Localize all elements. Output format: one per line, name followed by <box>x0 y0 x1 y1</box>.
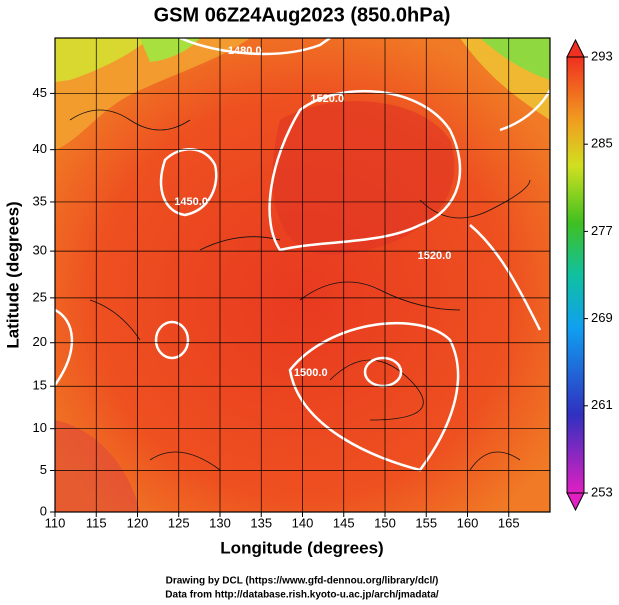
y-tick-label: 45 <box>33 85 47 100</box>
colorbar-label: 253 <box>591 484 613 499</box>
x-tick-label: 140 <box>292 515 314 530</box>
contour-labels: 1480.0 1520.0 1450.0 1520.0 1500.0 <box>174 45 451 379</box>
y-tick-label: 30 <box>33 243 47 258</box>
y-tick-label: 5 <box>40 462 47 477</box>
colorbar-label: 277 <box>591 223 613 238</box>
y-tick-label: 40 <box>33 141 47 156</box>
colorbar-label: 293 <box>591 48 613 63</box>
x-tick-label: 160 <box>457 515 479 530</box>
x-tick-label: 120 <box>127 515 149 530</box>
contour-label: 1520.0 <box>418 250 452 262</box>
colorbar-bottom <box>566 492 585 512</box>
x-tick-label: 135 <box>250 515 272 530</box>
y-tick-label: 20 <box>33 334 47 349</box>
x-tick-label: 125 <box>168 515 190 530</box>
x-tick-label: 145 <box>333 515 355 530</box>
contour-label: 1450.0 <box>174 196 208 208</box>
colorbar-top <box>566 38 585 58</box>
colorbar-label: 261 <box>591 397 613 412</box>
x-tick-label: 150 <box>374 515 396 530</box>
y-axis-label: Latitude (degrees) <box>3 201 22 348</box>
y-tick-label: 35 <box>33 193 47 208</box>
y-tick-label: 10 <box>33 420 47 435</box>
x-tick-label: 110 <box>45 515 66 530</box>
y-tick-label: 25 <box>33 289 47 304</box>
colorbar-label: 269 <box>591 310 613 325</box>
title: GSM 06Z24Aug2023 (850.0hPa) <box>154 4 451 26</box>
x-axis-label: Longitude (degrees) <box>220 538 383 557</box>
y-tick-label: 0 <box>40 503 47 518</box>
x-tick-label: 115 <box>86 515 107 530</box>
contour-label: 1480.0 <box>228 45 262 57</box>
contour-label: 1500.0 <box>294 367 328 379</box>
x-tick-label: 165 <box>498 515 520 530</box>
credit: Data from http://database.rish.kyoto-u.a… <box>165 590 439 601</box>
y-tick-label: 15 <box>33 378 47 393</box>
colorbar <box>566 56 585 494</box>
colorbar-label: 285 <box>591 136 613 151</box>
x-tick-label: 130 <box>209 515 231 530</box>
credit: Drawing by DCL (https://www.gfd-dennou.o… <box>166 576 439 587</box>
contour-label: 1520.0 <box>310 93 344 105</box>
x-tick-label: 155 <box>415 515 437 530</box>
